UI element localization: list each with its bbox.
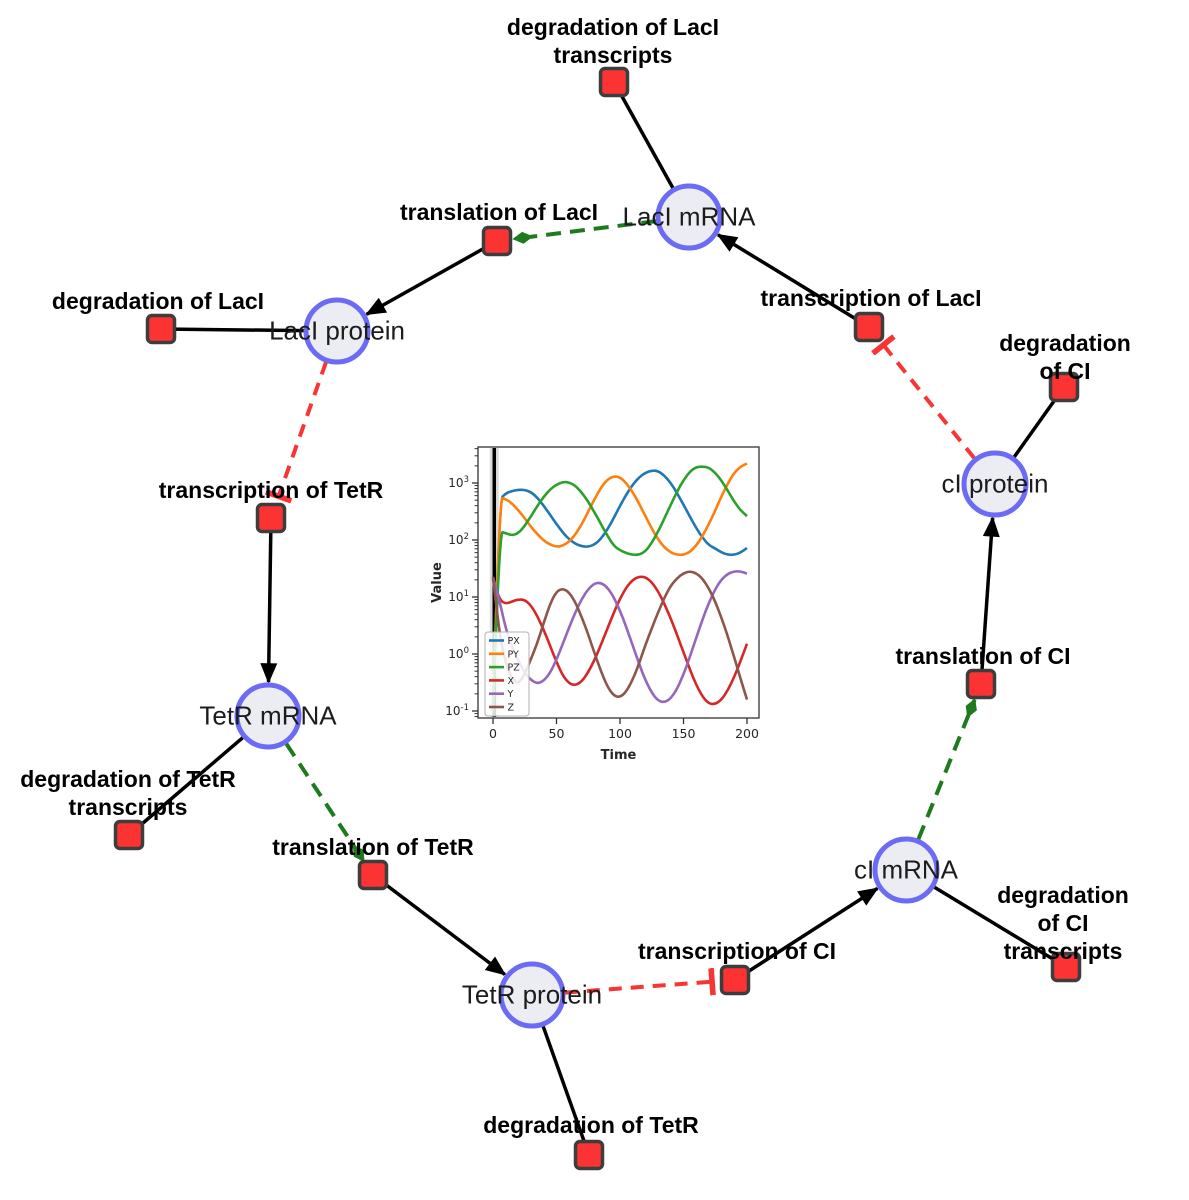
species-node-ci-mrna[interactable] [872, 836, 940, 904]
x-tick-label-100: 100 [608, 726, 632, 741]
edge-laci-protein-to-deg-laci [160, 327, 307, 333]
axes-spines [477, 446, 760, 719]
species-node-tetr-mrna[interactable] [234, 682, 302, 750]
x-tick-label-200: 200 [735, 726, 759, 741]
reaction-node-transcription-laci[interactable] [853, 311, 885, 343]
reaction-node-transcription-ci[interactable] [719, 964, 751, 996]
edge-laci-mrna-to-translation-laci [512, 219, 657, 244]
series-X-line [491, 575, 749, 706]
edge-translation-tetr-to-tetr-protein [371, 873, 507, 976]
edge-ci-mrna-to-translation-ci [916, 698, 977, 841]
x-axis-title: Time [601, 748, 637, 763]
legend-label-PZ: PZ [508, 663, 521, 674]
nodes-group [113, 66, 1082, 1171]
reaction-node-deg-ci[interactable] [1048, 371, 1080, 403]
legend-label-Y: Y [507, 689, 514, 700]
edges-group [127, 81, 1067, 1156]
edge-ci-protein-to-transcription-laci [883, 345, 976, 460]
edge-transcription-tetr-to-tetr-mrna [260, 517, 278, 684]
reaction-node-translation-laci[interactable] [481, 225, 513, 257]
legend-label-PX: PX [508, 636, 521, 647]
edge-transcription-ci-to-ci-mrna [734, 886, 879, 982]
series-PZ-line [491, 465, 748, 712]
reaction-node-deg-laci-transcripts[interactable] [598, 66, 630, 98]
legend: PX PY PZ XYZ [484, 631, 530, 717]
species-node-laci-protein[interactable] [303, 297, 371, 365]
reaction-node-deg-laci[interactable] [145, 313, 177, 345]
species-node-laci-mrna[interactable] [655, 183, 723, 251]
reaction-node-deg-tetr[interactable] [573, 1139, 605, 1171]
reaction-node-deg-ci-transcripts[interactable] [1050, 951, 1082, 983]
species-node-ci-protein[interactable] [961, 450, 1029, 518]
edge-laci-mrna-to-deg-laci-transcripts [612, 81, 676, 191]
edge-ci-mrna-to-deg-ci-transcripts [931, 884, 1067, 969]
edge-translation-laci-to-laci-protein [365, 239, 498, 316]
edge-tetr-protein-to-deg-tetr [540, 1023, 591, 1156]
legend-label-Z: Z [508, 703, 515, 714]
legend-label-X: X [508, 676, 515, 687]
edge-tetr-mrna-to-translation-tetr [284, 742, 366, 863]
edge-tetr-mrna-to-deg-tetr-transcripts [127, 734, 246, 837]
y-axis-title: Value [430, 562, 445, 603]
timeseries-plot: 0 50 100 150 20010-1100101102103TimeValuePXP… [428, 421, 778, 770]
edge-laci-protein-to-transcription-tetr [279, 361, 328, 496]
series-PY-line [491, 462, 748, 712]
reaction-node-deg-tetr-transcripts[interactable] [113, 819, 145, 851]
legend-label-PY: PY [508, 649, 520, 660]
x-tick-label-50: 50 [549, 726, 565, 741]
reaction-node-translation-ci[interactable] [965, 668, 997, 700]
species-node-tetr-protein[interactable] [498, 961, 566, 1029]
edge-transcription-laci-to-laci-mrna [716, 233, 870, 329]
x-tick-label-0: 0 [489, 726, 497, 741]
edge-tetr-protein-to-transcription-ci [564, 982, 712, 993]
x-tick-label-150: 150 [672, 726, 696, 741]
reaction-node-translation-tetr[interactable] [357, 859, 389, 891]
edge-translation-ci-to-ci-protein [979, 516, 1000, 685]
reaction-node-transcription-tetr[interactable] [255, 502, 287, 534]
timeseries-inset-figure: 0 50 100 150 200 10-1 100 101 102 103 Time Value PX P… [428, 421, 778, 770]
series-Z-line [491, 570, 749, 700]
series-Y-line [491, 570, 748, 704]
